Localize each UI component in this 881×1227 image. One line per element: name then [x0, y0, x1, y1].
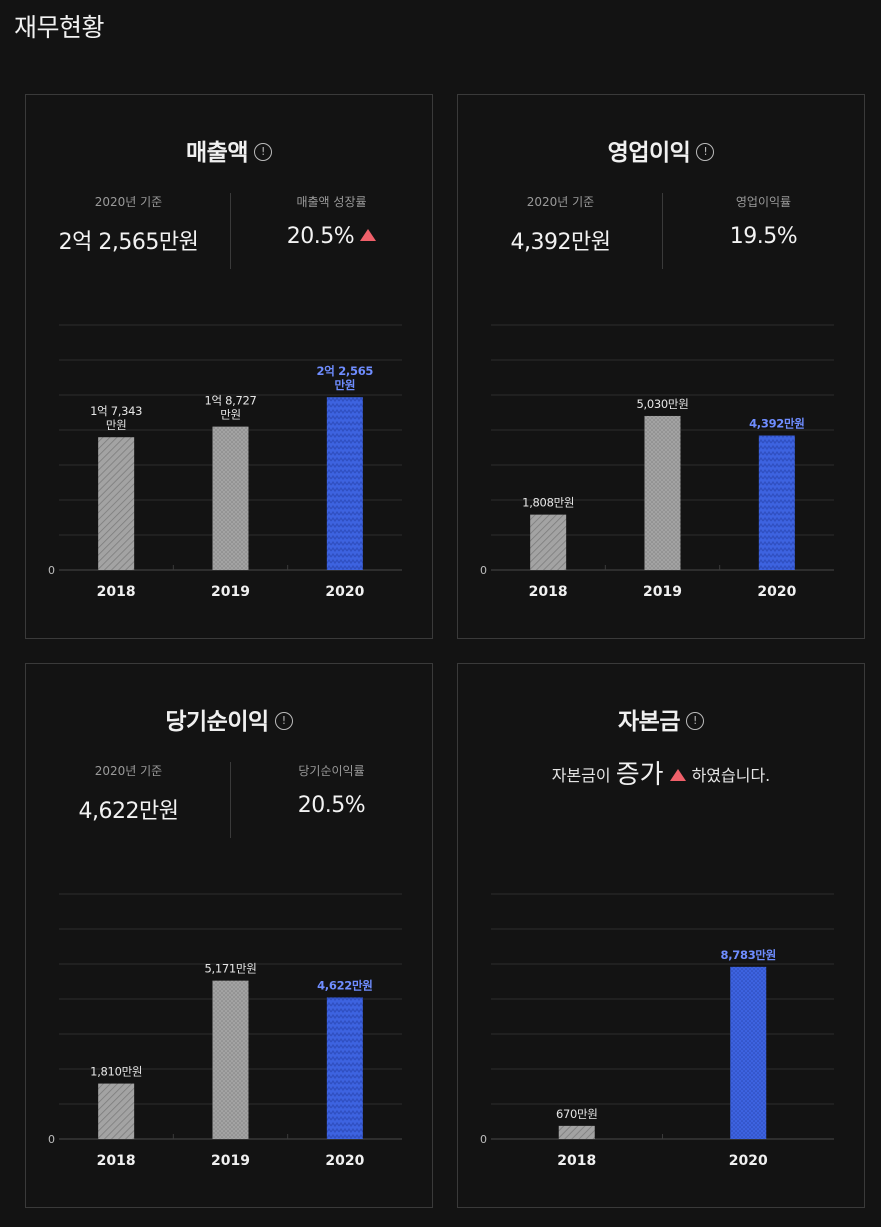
stat-value: 2억 2,565만원: [58, 230, 199, 255]
net-income-title: 당기순이익!: [26, 702, 432, 736]
operating-profit-chart: 0 2018 1,808만원 2019 5,030만원 2020 4,392만원: [480, 324, 834, 600]
data-label: 670만원: [556, 1107, 598, 1121]
capital-title-text: 자본금: [618, 709, 680, 735]
net-income-chart: 0 2018 1,810만원 2019 5,171만원 2020 4,622만원: [48, 893, 402, 1169]
y-tick-label: 0: [480, 564, 487, 577]
up-triangle-icon: [360, 229, 377, 241]
x-tick-label: 2018: [97, 584, 136, 600]
operating-margin-stat: 영업이익률 19.5%: [661, 193, 866, 249]
capital-sentence-before: 자본금이: [551, 766, 611, 785]
bar-2019: [644, 415, 681, 570]
data-label: 8,783만원: [721, 948, 776, 962]
data-label: 5,171만원: [205, 962, 257, 976]
page-title: 재무현황: [14, 13, 105, 42]
data-label: 1억 7,343: [90, 404, 142, 418]
info-icon[interactable]: !: [685, 711, 704, 730]
capital-title: 자본금!: [458, 702, 864, 736]
x-tick-label: 2020: [729, 1153, 768, 1169]
bar-2020: [326, 397, 363, 570]
y-tick-label: 0: [480, 1133, 487, 1146]
stat-label: 당기순이익률: [298, 764, 365, 778]
data-label: 만원: [106, 418, 127, 432]
data-label: 만원: [335, 378, 356, 392]
bar-2018: [530, 514, 567, 570]
bar-2019: [212, 426, 249, 570]
x-tick-label: 2018: [557, 1153, 596, 1169]
x-tick-label: 2019: [211, 584, 250, 600]
x-tick-label: 2019: [211, 1153, 250, 1169]
capital-sentence: 자본금이 증가 하였습니다.: [458, 752, 864, 790]
revenue-base-stat: 2020년 기준 2억 2,565만원: [26, 193, 231, 256]
revenue-title: 매출액!: [26, 133, 432, 167]
data-label: 4,622만원: [317, 978, 372, 992]
x-tick-label: 2019: [643, 584, 682, 600]
stat-label: 2020년 기준: [94, 195, 163, 209]
data-label: 1,810만원: [90, 1065, 142, 1079]
bar-2018: [98, 1083, 135, 1139]
stat-label: 2020년 기준: [94, 764, 163, 778]
data-label: 1억 8,727: [204, 394, 256, 408]
x-tick-label: 2018: [97, 1153, 136, 1169]
capital-card: 자본금! 자본금이 증가 하였습니다. 0 2018 670만원 2020 8,783만원: [457, 663, 865, 1208]
operating-profit-card: 영업이익! 2020년 기준 4,392만원 영업이익률 19.5% 0 2018…: [457, 94, 865, 639]
stat-label: 영업이익률: [735, 195, 792, 209]
y-tick-label: 0: [48, 564, 55, 577]
net-income-card: 당기순이익! 2020년 기준 4,622만원 당기순이익률 20.5% 0 20…: [25, 663, 433, 1208]
bar-2020: [758, 435, 795, 570]
stat-value: 20.5%: [229, 224, 434, 249]
bar-2020: [326, 997, 363, 1139]
net-base-stat: 2020년 기준 4,622만원: [26, 762, 231, 825]
data-label: 4,392만원: [749, 416, 804, 430]
x-tick-label: 2020: [325, 584, 364, 600]
net-income-title-text: 당기순이익: [165, 709, 269, 735]
operating-profit-title: 영업이익!: [458, 133, 864, 167]
info-icon[interactable]: !: [253, 142, 272, 161]
bar-2018: [558, 1125, 595, 1139]
capital-sentence-emphasis: 증가: [615, 760, 664, 790]
stat-value: 4,622만원: [78, 799, 179, 824]
stat-value: 19.5%: [729, 224, 798, 249]
info-icon[interactable]: !: [274, 711, 293, 730]
stat-label: 2020년 기준: [526, 195, 595, 209]
operating-profit-title-text: 영업이익: [607, 140, 691, 166]
up-triangle-icon: [669, 768, 686, 781]
data-label: 만원: [220, 408, 241, 422]
operating-base-stat: 2020년 기준 4,392만원: [458, 193, 663, 256]
x-tick-label: 2020: [757, 584, 796, 600]
revenue-growth-stat: 매출액 성장률 20.5%: [229, 193, 434, 249]
revenue-card: 매출액! 2020년 기준 2억 2,565만원 매출액 성장률 20.5% 0…: [25, 94, 433, 639]
growth-value: 20.5%: [286, 224, 355, 249]
stat-value: 4,392만원: [510, 230, 611, 255]
data-label: 5,030만원: [637, 397, 689, 411]
capital-sentence-after: 하였습니다.: [691, 766, 771, 785]
bar-2019: [212, 980, 249, 1139]
stat-divider: [230, 762, 231, 838]
stat-divider: [230, 193, 231, 269]
stat-label: 매출액 성장률: [296, 195, 367, 209]
x-tick-label: 2020: [325, 1153, 364, 1169]
bar-2020: [730, 966, 767, 1139]
bar-2018: [98, 437, 135, 570]
y-tick-label: 0: [48, 1133, 55, 1146]
x-tick-label: 2018: [529, 584, 568, 600]
info-icon[interactable]: !: [696, 142, 715, 161]
net-margin-stat: 당기순이익률 20.5%: [229, 762, 434, 818]
revenue-title-text: 매출액: [186, 140, 248, 166]
capital-chart: 0 2018 670만원 2020 8,783만원: [480, 893, 834, 1169]
data-label: 2억 2,565: [317, 364, 374, 378]
data-label: 1,808만원: [522, 496, 574, 510]
stat-value: 20.5%: [297, 793, 366, 818]
stat-divider: [662, 193, 663, 269]
